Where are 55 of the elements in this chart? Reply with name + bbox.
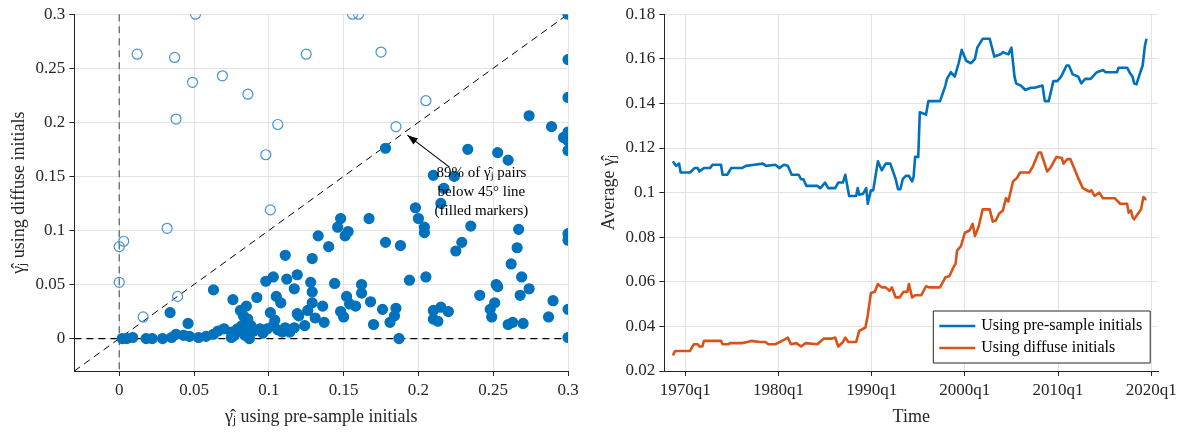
y-tick-label: 0.16 bbox=[625, 48, 656, 68]
point bbox=[118, 235, 130, 247]
y-tick-label: 0.1 bbox=[634, 182, 656, 202]
y-tick-label: 0.18 bbox=[625, 3, 656, 23]
y-tick-label: 0.14 bbox=[625, 92, 656, 112]
point bbox=[171, 290, 184, 302]
y-axis-title: Average γ̂ⱼ bbox=[597, 155, 619, 231]
annotation: 89% of γ̂ⱼ pairs below 45° line (filled markers) bbox=[434, 163, 529, 219]
y-tick-label: 0.2 bbox=[44, 111, 66, 131]
point bbox=[161, 222, 173, 234]
point bbox=[390, 121, 402, 133]
y-tick-label: 0.25 bbox=[35, 57, 66, 77]
y-tick-label: 0.08 bbox=[625, 226, 656, 246]
x-tick-label: 0.1 bbox=[258, 379, 280, 399]
y-tick-label: 0.1 bbox=[44, 219, 66, 239]
point bbox=[168, 51, 181, 64]
x-tick-label: 0.3 bbox=[557, 379, 579, 399]
point bbox=[375, 46, 387, 58]
point bbox=[113, 276, 125, 288]
y-tick-label: 0.06 bbox=[625, 271, 656, 291]
x-tick-label: 0.05 bbox=[179, 379, 209, 399]
x-tick-label: 1970q1 bbox=[659, 379, 711, 399]
point bbox=[260, 149, 272, 161]
legend-label: Using pre-sample initials bbox=[981, 316, 1143, 335]
y-tick-label: 0.04 bbox=[625, 315, 656, 335]
point bbox=[272, 118, 284, 131]
x-tick-label: 0 bbox=[114, 379, 124, 399]
y-tick-label: 0.05 bbox=[35, 273, 66, 293]
y-tick-label: 0.15 bbox=[35, 165, 66, 185]
point bbox=[137, 311, 149, 323]
y-tick-label: 0 bbox=[56, 328, 66, 348]
point bbox=[300, 48, 312, 60]
x-tick-label: 2020q1 bbox=[1125, 379, 1177, 399]
x-tick-label: 1990q1 bbox=[846, 379, 898, 399]
point bbox=[242, 88, 254, 100]
point bbox=[264, 204, 276, 216]
point bbox=[186, 76, 199, 88]
point bbox=[113, 241, 125, 253]
x-tick-label: 2000q1 bbox=[939, 379, 991, 399]
x-tick-label: 1980q1 bbox=[752, 379, 804, 399]
y-tick-label: 0.12 bbox=[625, 137, 656, 157]
point bbox=[420, 95, 432, 107]
x-tick-label: 0.25 bbox=[478, 379, 509, 399]
legend-label: Using diffuse initials bbox=[981, 338, 1116, 357]
point bbox=[170, 113, 182, 125]
x-tick-label: 0.15 bbox=[328, 379, 359, 399]
y-tick-label: 0.3 bbox=[44, 3, 66, 23]
x-tick-label: 0.2 bbox=[407, 379, 430, 399]
x-axis-title: Time bbox=[892, 405, 930, 426]
x-tick-label: 2010q1 bbox=[1032, 379, 1084, 399]
y-tick-label: 0.02 bbox=[625, 360, 656, 380]
y-axis-title: γ̂ⱼ using diffuse initials bbox=[7, 111, 29, 275]
point bbox=[216, 70, 229, 82]
point bbox=[131, 48, 143, 60]
x-axis-title: γ̂ⱼ using pre-sample initials bbox=[223, 405, 418, 427]
